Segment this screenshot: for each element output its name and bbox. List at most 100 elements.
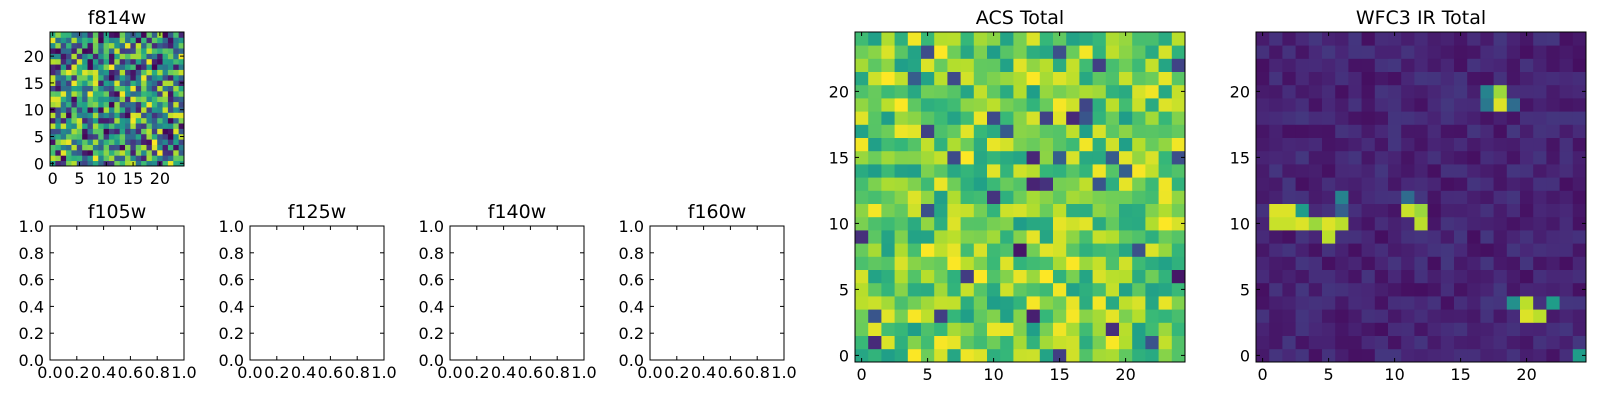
heatmap-cell [1467, 322, 1481, 336]
heatmap-cell [1493, 269, 1508, 284]
heatmap-cell [114, 107, 121, 113]
heatmap-cell [1322, 111, 1336, 125]
heatmap-cell [1282, 282, 1296, 297]
heatmap-cell [1348, 190, 1362, 204]
heatmap-cell [50, 155, 56, 162]
heatmap-cell [103, 123, 110, 129]
heatmap-cell [1092, 243, 1107, 257]
heatmap-cell [1105, 164, 1120, 178]
heatmap-cell [947, 98, 961, 112]
heatmap-cell [66, 112, 72, 119]
heatmap-cell [947, 137, 961, 152]
heatmap-cell [76, 85, 83, 92]
heatmap-cell [1079, 177, 1093, 191]
x-tick-label: 0.8 [144, 363, 169, 382]
heatmap-cell [108, 101, 115, 108]
heatmap-cell [141, 107, 147, 113]
heatmap-cell [1493, 243, 1508, 257]
heatmap-cell [146, 32, 153, 38]
heatmap-cell [119, 64, 126, 70]
heatmap-cell [881, 322, 895, 336]
heatmap-cell [108, 58, 115, 65]
heatmap-cell [71, 149, 78, 156]
heatmap-cell [55, 32, 62, 38]
heatmap-cell [1079, 309, 1093, 323]
heatmap-cell [1282, 32, 1296, 46]
heatmap-cell [960, 348, 975, 363]
heatmap-cell [1295, 58, 1310, 72]
heatmap-cell [1026, 111, 1041, 125]
heatmap-cell [1427, 150, 1442, 165]
y-tick-label: 15 [1230, 148, 1250, 167]
heatmap-cell [82, 64, 88, 70]
heatmap-cell [87, 107, 94, 113]
heatmap-cell [1079, 98, 1093, 112]
heatmap-cell [157, 112, 163, 119]
heatmap-cell [1039, 216, 1054, 231]
heatmap-cell [1414, 164, 1428, 178]
heatmap-cell [1361, 45, 1376, 59]
heatmap-cell [71, 155, 78, 162]
heatmap-cell [894, 177, 909, 191]
y-tick-label: 20 [24, 47, 44, 66]
heatmap-cell [162, 85, 169, 92]
heatmap-cell [855, 190, 869, 204]
heatmap-cell [1520, 71, 1534, 86]
heatmap-cell [1388, 71, 1402, 86]
heatmap-cell [1559, 335, 1574, 350]
heatmap-cell [76, 112, 83, 119]
y-tick-label: 0.8 [19, 244, 44, 263]
heatmap-cell [146, 42, 153, 49]
heatmap-cell [973, 322, 988, 336]
heatmap-cell [1171, 256, 1186, 270]
heatmap-cell [1546, 124, 1560, 138]
heatmap-cell [907, 84, 922, 99]
heatmap-cell [1295, 32, 1310, 46]
heatmap-cell [1145, 269, 1159, 284]
heatmap-cell [162, 149, 169, 156]
heatmap-cell [162, 96, 169, 103]
heatmap-cell [1092, 58, 1107, 72]
heatmap-cell [1506, 296, 1521, 310]
heatmap-cell [1559, 282, 1574, 297]
heatmap-cell [1374, 150, 1389, 165]
heatmap-cell [1256, 230, 1270, 244]
heatmap-cell [960, 71, 975, 86]
heatmap-cell [178, 64, 185, 70]
heatmap-cell [1401, 335, 1415, 350]
heatmap-cell [151, 128, 158, 135]
heatmap-cell [50, 149, 56, 156]
heatmap-cell [1388, 45, 1402, 59]
heatmap-cell [178, 101, 185, 108]
x-tick-label: 0.4 [291, 363, 316, 382]
heatmap-cell [1440, 203, 1455, 218]
heatmap-cell [1546, 190, 1560, 204]
heatmap-cell [1000, 296, 1014, 310]
heatmap-cell [103, 139, 110, 145]
heatmap-cell [71, 58, 78, 65]
heatmap-cell [1559, 256, 1574, 270]
heatmap-cell [92, 107, 99, 113]
heatmap-cell [103, 80, 110, 86]
heatmap-cell [98, 64, 104, 70]
heatmap-cell [1000, 243, 1014, 257]
heatmap-cell [146, 139, 153, 145]
heatmap-cell [98, 101, 104, 108]
heatmap-cell [1026, 150, 1041, 165]
heatmap-cell [1520, 243, 1534, 257]
heatmap-cell [82, 160, 88, 167]
heatmap-cell [1546, 58, 1560, 72]
heatmap-cell [1053, 58, 1067, 72]
x-tick-label: 20 [1516, 365, 1536, 384]
heatmap-cell [1132, 296, 1146, 310]
heatmap-cell [173, 123, 180, 129]
heatmap-cell [1282, 58, 1296, 72]
heatmap-cell [66, 139, 72, 145]
heatmap-cell [987, 269, 1001, 284]
heatmap-cell [1092, 203, 1107, 218]
heatmap-cell [1533, 335, 1547, 350]
heatmap-cell [1414, 111, 1428, 125]
heatmap-cell [934, 124, 948, 138]
heatmap-cell [855, 282, 869, 297]
